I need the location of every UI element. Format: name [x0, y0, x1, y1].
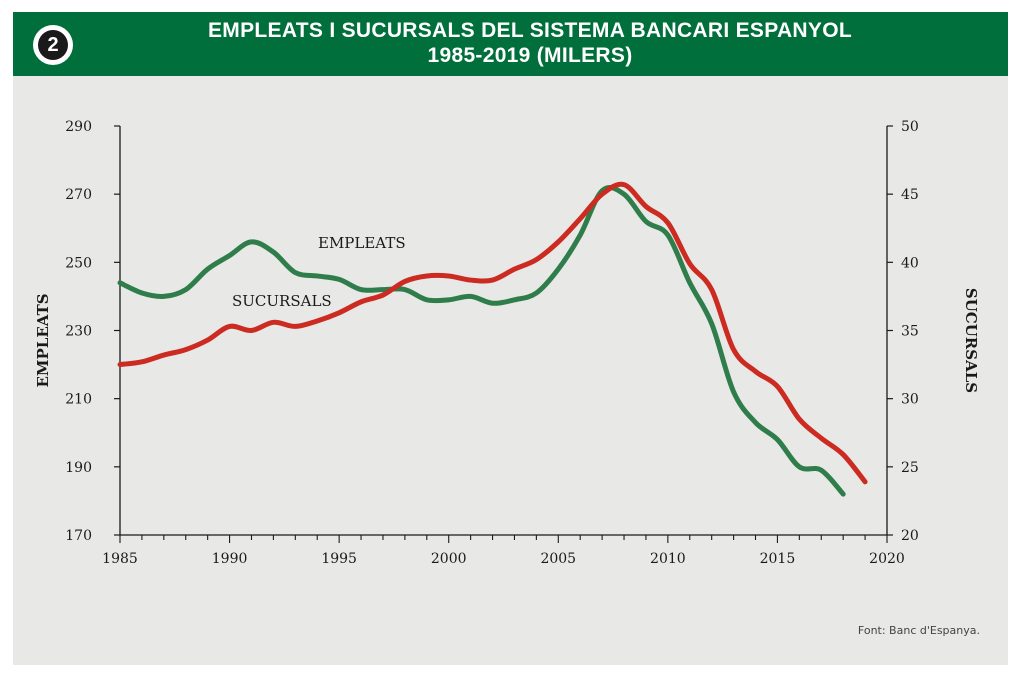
x-tick-label: 1995: [321, 551, 357, 567]
figure-number: 2: [38, 30, 68, 60]
x-tick-label: 2000: [431, 551, 467, 567]
series-line-sucursals: [117, 181, 868, 485]
y-tick-label-left: 210: [65, 392, 92, 408]
y-tick-label-left: 250: [65, 255, 92, 271]
series-label-sucursals: SUCURSALS: [232, 292, 332, 310]
y-tick-label-left: 190: [65, 460, 92, 476]
y-tick-label-right: 50: [901, 119, 919, 135]
y-tick-label-right: 30: [901, 392, 919, 408]
y-tick-label-right: 25: [901, 460, 919, 476]
x-tick-label: 2005: [540, 551, 576, 567]
y-tick-label-right: 20: [901, 528, 919, 544]
title-bar: [13, 12, 1008, 76]
source-note: Font: Banc d'Espanya.: [857, 624, 980, 637]
x-tick-label: 2020: [869, 551, 905, 567]
figure-number-badge: 2: [33, 25, 73, 65]
chart-background: [13, 12, 1008, 665]
x-tick-label: 2015: [760, 551, 796, 567]
chart-subtitle: 1985-2019 (MILERS): [427, 44, 633, 67]
y-tick-label-left: 170: [65, 528, 92, 544]
y-tick-label-right: 45: [901, 187, 919, 203]
y-tick-label-left: 230: [65, 324, 92, 340]
y-tick-label-left: 270: [65, 187, 92, 203]
x-tick-label: 2010: [650, 551, 686, 567]
y-axis-title-right: SUCURSALS: [962, 288, 980, 393]
series-line-empleats: [117, 184, 846, 497]
x-tick-label: 1990: [212, 551, 248, 567]
y-axis-title-left: EMPLEATS: [34, 293, 52, 387]
x-tick-label: 1985: [102, 551, 138, 567]
y-tick-label-right: 35: [901, 324, 919, 340]
y-tick-label-left: 290: [65, 119, 92, 135]
y-tick-label-right: 40: [901, 255, 919, 271]
series-label-empleats: EMPLEATS: [318, 234, 406, 252]
chart-title: EMPLEATS I SUCURSALS DEL SISTEMA BANCARI…: [208, 19, 852, 42]
chart-title-block: EMPLEATS I SUCURSALS DEL SISTEMA BANCARI…: [110, 18, 950, 68]
